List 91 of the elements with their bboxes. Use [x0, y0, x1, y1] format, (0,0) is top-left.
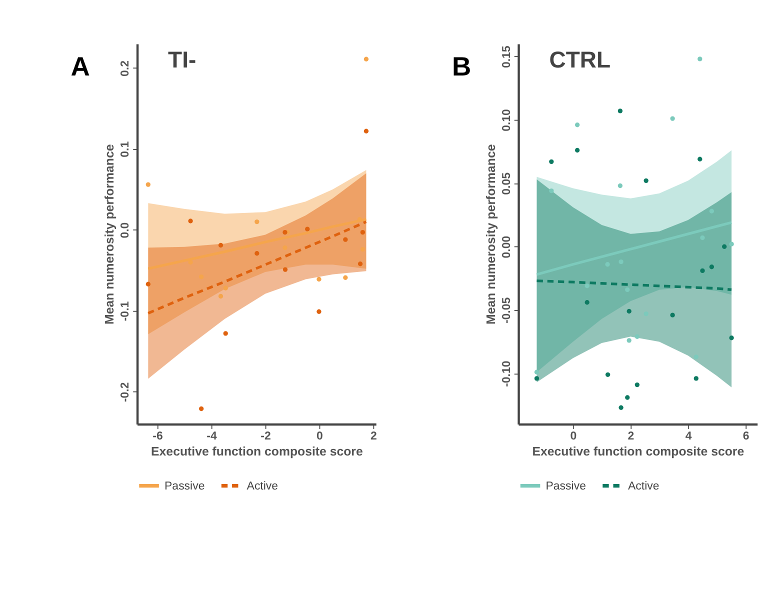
text: A [70, 52, 90, 82]
point [223, 286, 228, 290]
point [626, 338, 632, 343]
point [625, 287, 630, 292]
x-tick-label: 2 [628, 430, 634, 443]
point [282, 230, 288, 235]
legend-label: Passive [164, 480, 205, 492]
point [198, 406, 204, 412]
point [729, 242, 734, 246]
point [626, 308, 632, 314]
chart-title: CTRL [549, 46, 611, 73]
y-tick-label: 0.00 [500, 236, 513, 258]
point [709, 208, 714, 214]
point [644, 178, 648, 184]
y-tick-label: -0.05 [500, 296, 513, 324]
point [534, 370, 540, 374]
point [360, 246, 366, 252]
point [584, 300, 590, 305]
y-tick-label: 0.0 [120, 222, 132, 238]
point [625, 395, 630, 400]
point [670, 116, 675, 121]
x-tick-label: -2 [260, 430, 271, 443]
point [305, 226, 310, 232]
point [670, 312, 675, 318]
point [218, 242, 224, 248]
point [282, 245, 288, 250]
x-tick-label: 2 [370, 430, 377, 443]
point [343, 237, 348, 242]
y-tick-label: 0.15 [500, 45, 513, 68]
y-tick-label: -0.2 [120, 382, 132, 402]
point [146, 182, 151, 187]
x-tick-label: -4 [206, 430, 218, 443]
point [618, 405, 624, 410]
x-tick-label: 6 [742, 430, 750, 443]
y-tick-label: 0.1 [120, 140, 132, 158]
point [634, 382, 640, 388]
point [316, 309, 322, 314]
x-axis-title: Executive function composite score [151, 444, 363, 458]
x-tick-label: 4 [685, 430, 692, 443]
legend-label: Passive [546, 480, 586, 492]
legend-label: Active [628, 480, 660, 492]
point [618, 183, 623, 188]
x-tick-label: 0 [570, 430, 577, 443]
point [358, 262, 363, 266]
y-tick-label: 0.2 [120, 60, 132, 76]
y-axis-title: Mean numerosity performance [102, 144, 117, 324]
point [188, 218, 193, 224]
point [364, 56, 369, 62]
point [700, 268, 705, 274]
point [709, 264, 714, 270]
point [549, 159, 554, 164]
x-axis-title: Executive function composite score [532, 444, 744, 458]
line-series [146, 218, 368, 270]
point [146, 282, 151, 286]
point [618, 108, 623, 114]
point [722, 244, 727, 249]
point [694, 376, 698, 381]
y-tick-label: 0.05 [500, 172, 513, 195]
line-series [535, 221, 733, 276]
y-tick-label: 0.10 [500, 109, 513, 132]
point [198, 274, 204, 280]
line-series [535, 280, 733, 292]
x-tick-label: 0 [316, 430, 323, 443]
point [223, 331, 228, 336]
point [364, 128, 369, 134]
point [698, 56, 702, 62]
y-tick-label: -0.1 [120, 300, 132, 322]
point [282, 267, 288, 272]
point [634, 334, 640, 339]
point [218, 294, 224, 299]
text: B [452, 52, 472, 82]
point [605, 372, 610, 377]
point [254, 251, 260, 256]
point [574, 122, 580, 128]
y-axis-title: Mean numerosity performance [484, 144, 498, 324]
point [549, 188, 554, 194]
chart-title: TI- [168, 46, 196, 73]
point [584, 284, 590, 288]
point [574, 148, 580, 153]
point [254, 219, 260, 224]
point [534, 376, 540, 381]
point [343, 275, 348, 280]
point [729, 336, 734, 340]
legend-label: Active [246, 480, 278, 492]
point [360, 230, 366, 235]
point [698, 156, 702, 162]
x-tick-label: -6 [152, 430, 163, 443]
point [694, 354, 698, 360]
line-series [146, 220, 368, 315]
y-tick-label: -0.10 [500, 360, 513, 387]
point [316, 276, 322, 282]
